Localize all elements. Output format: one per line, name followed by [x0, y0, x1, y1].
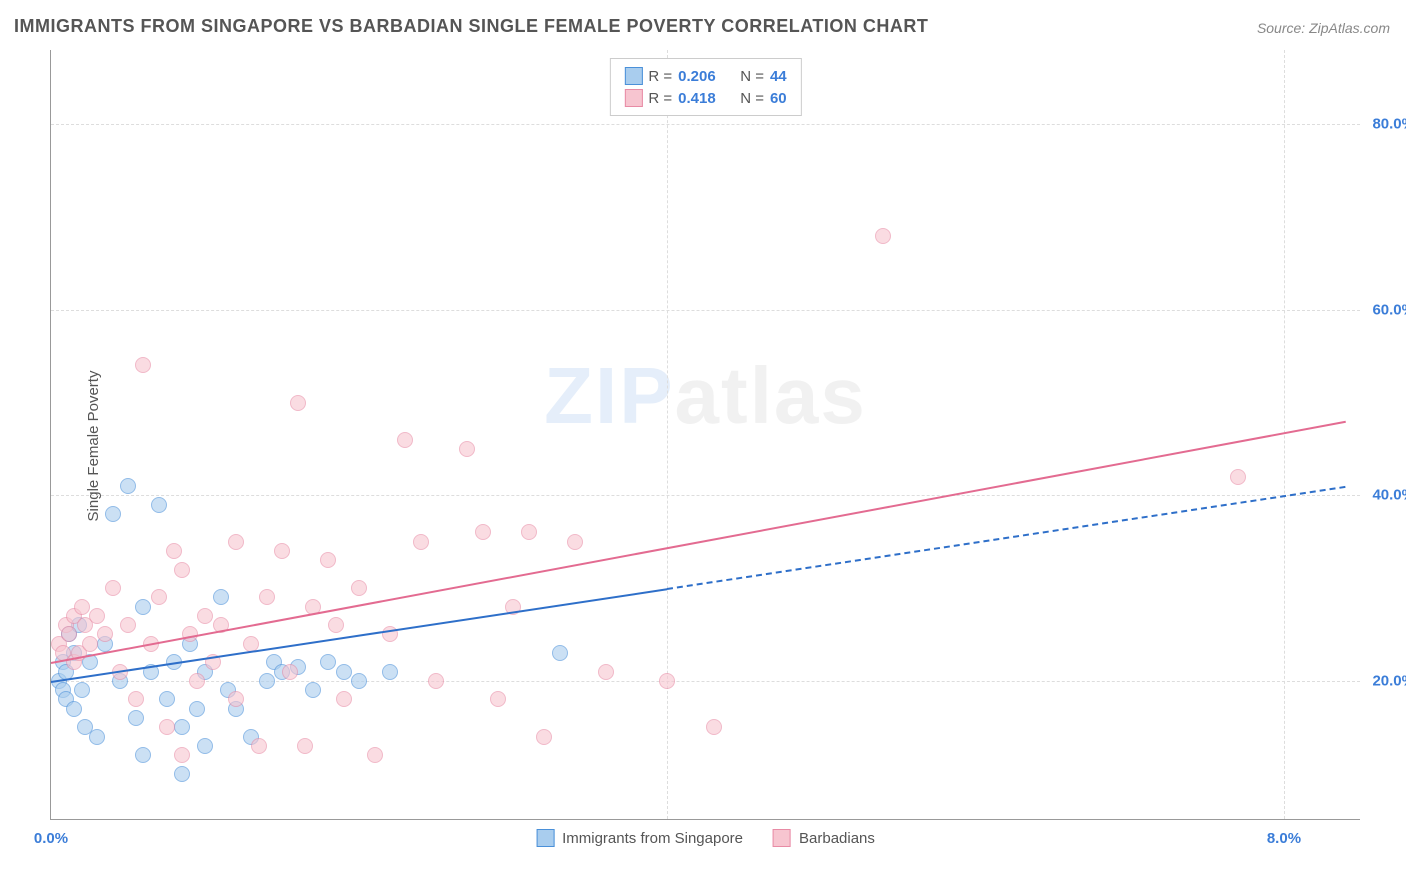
scatter-point	[367, 747, 383, 763]
scatter-point	[382, 664, 398, 680]
regression-line	[51, 421, 1346, 664]
x-tick-label: 0.0%	[34, 830, 68, 847]
gridline-vertical	[667, 50, 668, 819]
scatter-point	[89, 608, 105, 624]
legend-swatch	[624, 89, 642, 107]
scatter-point	[120, 617, 136, 633]
scatter-point	[336, 691, 352, 707]
scatter-point	[151, 497, 167, 513]
scatter-point	[428, 673, 444, 689]
legend-stat-row: R = 0.206 N = 44	[624, 65, 786, 87]
scatter-point	[61, 626, 77, 642]
source-attribution: Source: ZipAtlas.com	[1257, 20, 1390, 36]
scatter-point	[105, 580, 121, 596]
scatter-point	[598, 664, 614, 680]
scatter-point	[74, 599, 90, 615]
scatter-point	[97, 626, 113, 642]
gridline-horizontal	[51, 124, 1360, 125]
scatter-point	[490, 691, 506, 707]
scatter-point	[174, 747, 190, 763]
scatter-point	[259, 589, 275, 605]
scatter-point	[166, 543, 182, 559]
legend-series-item: Immigrants from Singapore	[536, 829, 743, 847]
scatter-point	[351, 580, 367, 596]
scatter-point	[174, 766, 190, 782]
scatter-point	[1230, 469, 1246, 485]
legend-swatch	[624, 67, 642, 85]
legend-series: Immigrants from Singapore Barbadians	[536, 829, 875, 847]
scatter-point	[174, 562, 190, 578]
scatter-point	[151, 589, 167, 605]
gridline-horizontal	[51, 495, 1360, 496]
scatter-point	[135, 599, 151, 615]
regression-line	[667, 486, 1345, 590]
scatter-point	[159, 719, 175, 735]
scatter-point	[659, 673, 675, 689]
scatter-point	[282, 664, 298, 680]
scatter-point	[274, 543, 290, 559]
scatter-point	[552, 645, 568, 661]
legend-series-label: Barbadians	[799, 830, 875, 847]
watermark: ZIPatlas	[544, 350, 867, 442]
plot-area: ZIPatlas R = 0.206 N = 44R = 0.418 N = 6…	[50, 50, 1360, 820]
scatter-point	[213, 589, 229, 605]
x-tick-label: 8.0%	[1267, 830, 1301, 847]
chart-title: IMMIGRANTS FROM SINGAPORE VS BARBADIAN S…	[14, 16, 928, 37]
legend-swatch	[536, 829, 554, 847]
scatter-point	[320, 552, 336, 568]
legend-swatch	[773, 829, 791, 847]
scatter-point	[189, 673, 205, 689]
gridline-horizontal	[51, 681, 1360, 682]
scatter-point	[875, 228, 891, 244]
gridline-vertical	[1284, 50, 1285, 819]
scatter-point	[197, 608, 213, 624]
scatter-point	[459, 441, 475, 457]
scatter-point	[397, 432, 413, 448]
scatter-point	[413, 534, 429, 550]
scatter-point	[197, 738, 213, 754]
scatter-point	[89, 729, 105, 745]
y-tick-label: 40.0%	[1365, 487, 1406, 504]
scatter-point	[189, 701, 205, 717]
scatter-point	[290, 395, 306, 411]
scatter-point	[475, 524, 491, 540]
scatter-point	[336, 664, 352, 680]
scatter-point	[105, 506, 121, 522]
scatter-point	[251, 738, 267, 754]
scatter-point	[351, 673, 367, 689]
legend-stat-row: R = 0.418 N = 60	[624, 87, 786, 109]
scatter-point	[128, 691, 144, 707]
scatter-point	[297, 738, 313, 754]
scatter-point	[259, 673, 275, 689]
gridline-horizontal	[51, 310, 1360, 311]
scatter-point	[567, 534, 583, 550]
legend-series-label: Immigrants from Singapore	[562, 830, 743, 847]
scatter-point	[82, 636, 98, 652]
scatter-point	[328, 617, 344, 633]
scatter-point	[536, 729, 552, 745]
scatter-point	[521, 524, 537, 540]
scatter-point	[706, 719, 722, 735]
scatter-point	[228, 691, 244, 707]
legend-series-item: Barbadians	[773, 829, 875, 847]
y-tick-label: 20.0%	[1365, 672, 1406, 689]
scatter-point	[128, 710, 144, 726]
scatter-point	[305, 682, 321, 698]
scatter-point	[228, 534, 244, 550]
scatter-point	[120, 478, 136, 494]
scatter-point	[135, 747, 151, 763]
scatter-point	[174, 719, 190, 735]
scatter-point	[66, 701, 82, 717]
legend-stats: R = 0.206 N = 44R = 0.418 N = 60	[609, 58, 801, 116]
scatter-point	[320, 654, 336, 670]
scatter-point	[159, 691, 175, 707]
y-tick-label: 80.0%	[1365, 116, 1406, 133]
scatter-point	[74, 682, 90, 698]
y-tick-label: 60.0%	[1365, 301, 1406, 318]
scatter-point	[135, 357, 151, 373]
